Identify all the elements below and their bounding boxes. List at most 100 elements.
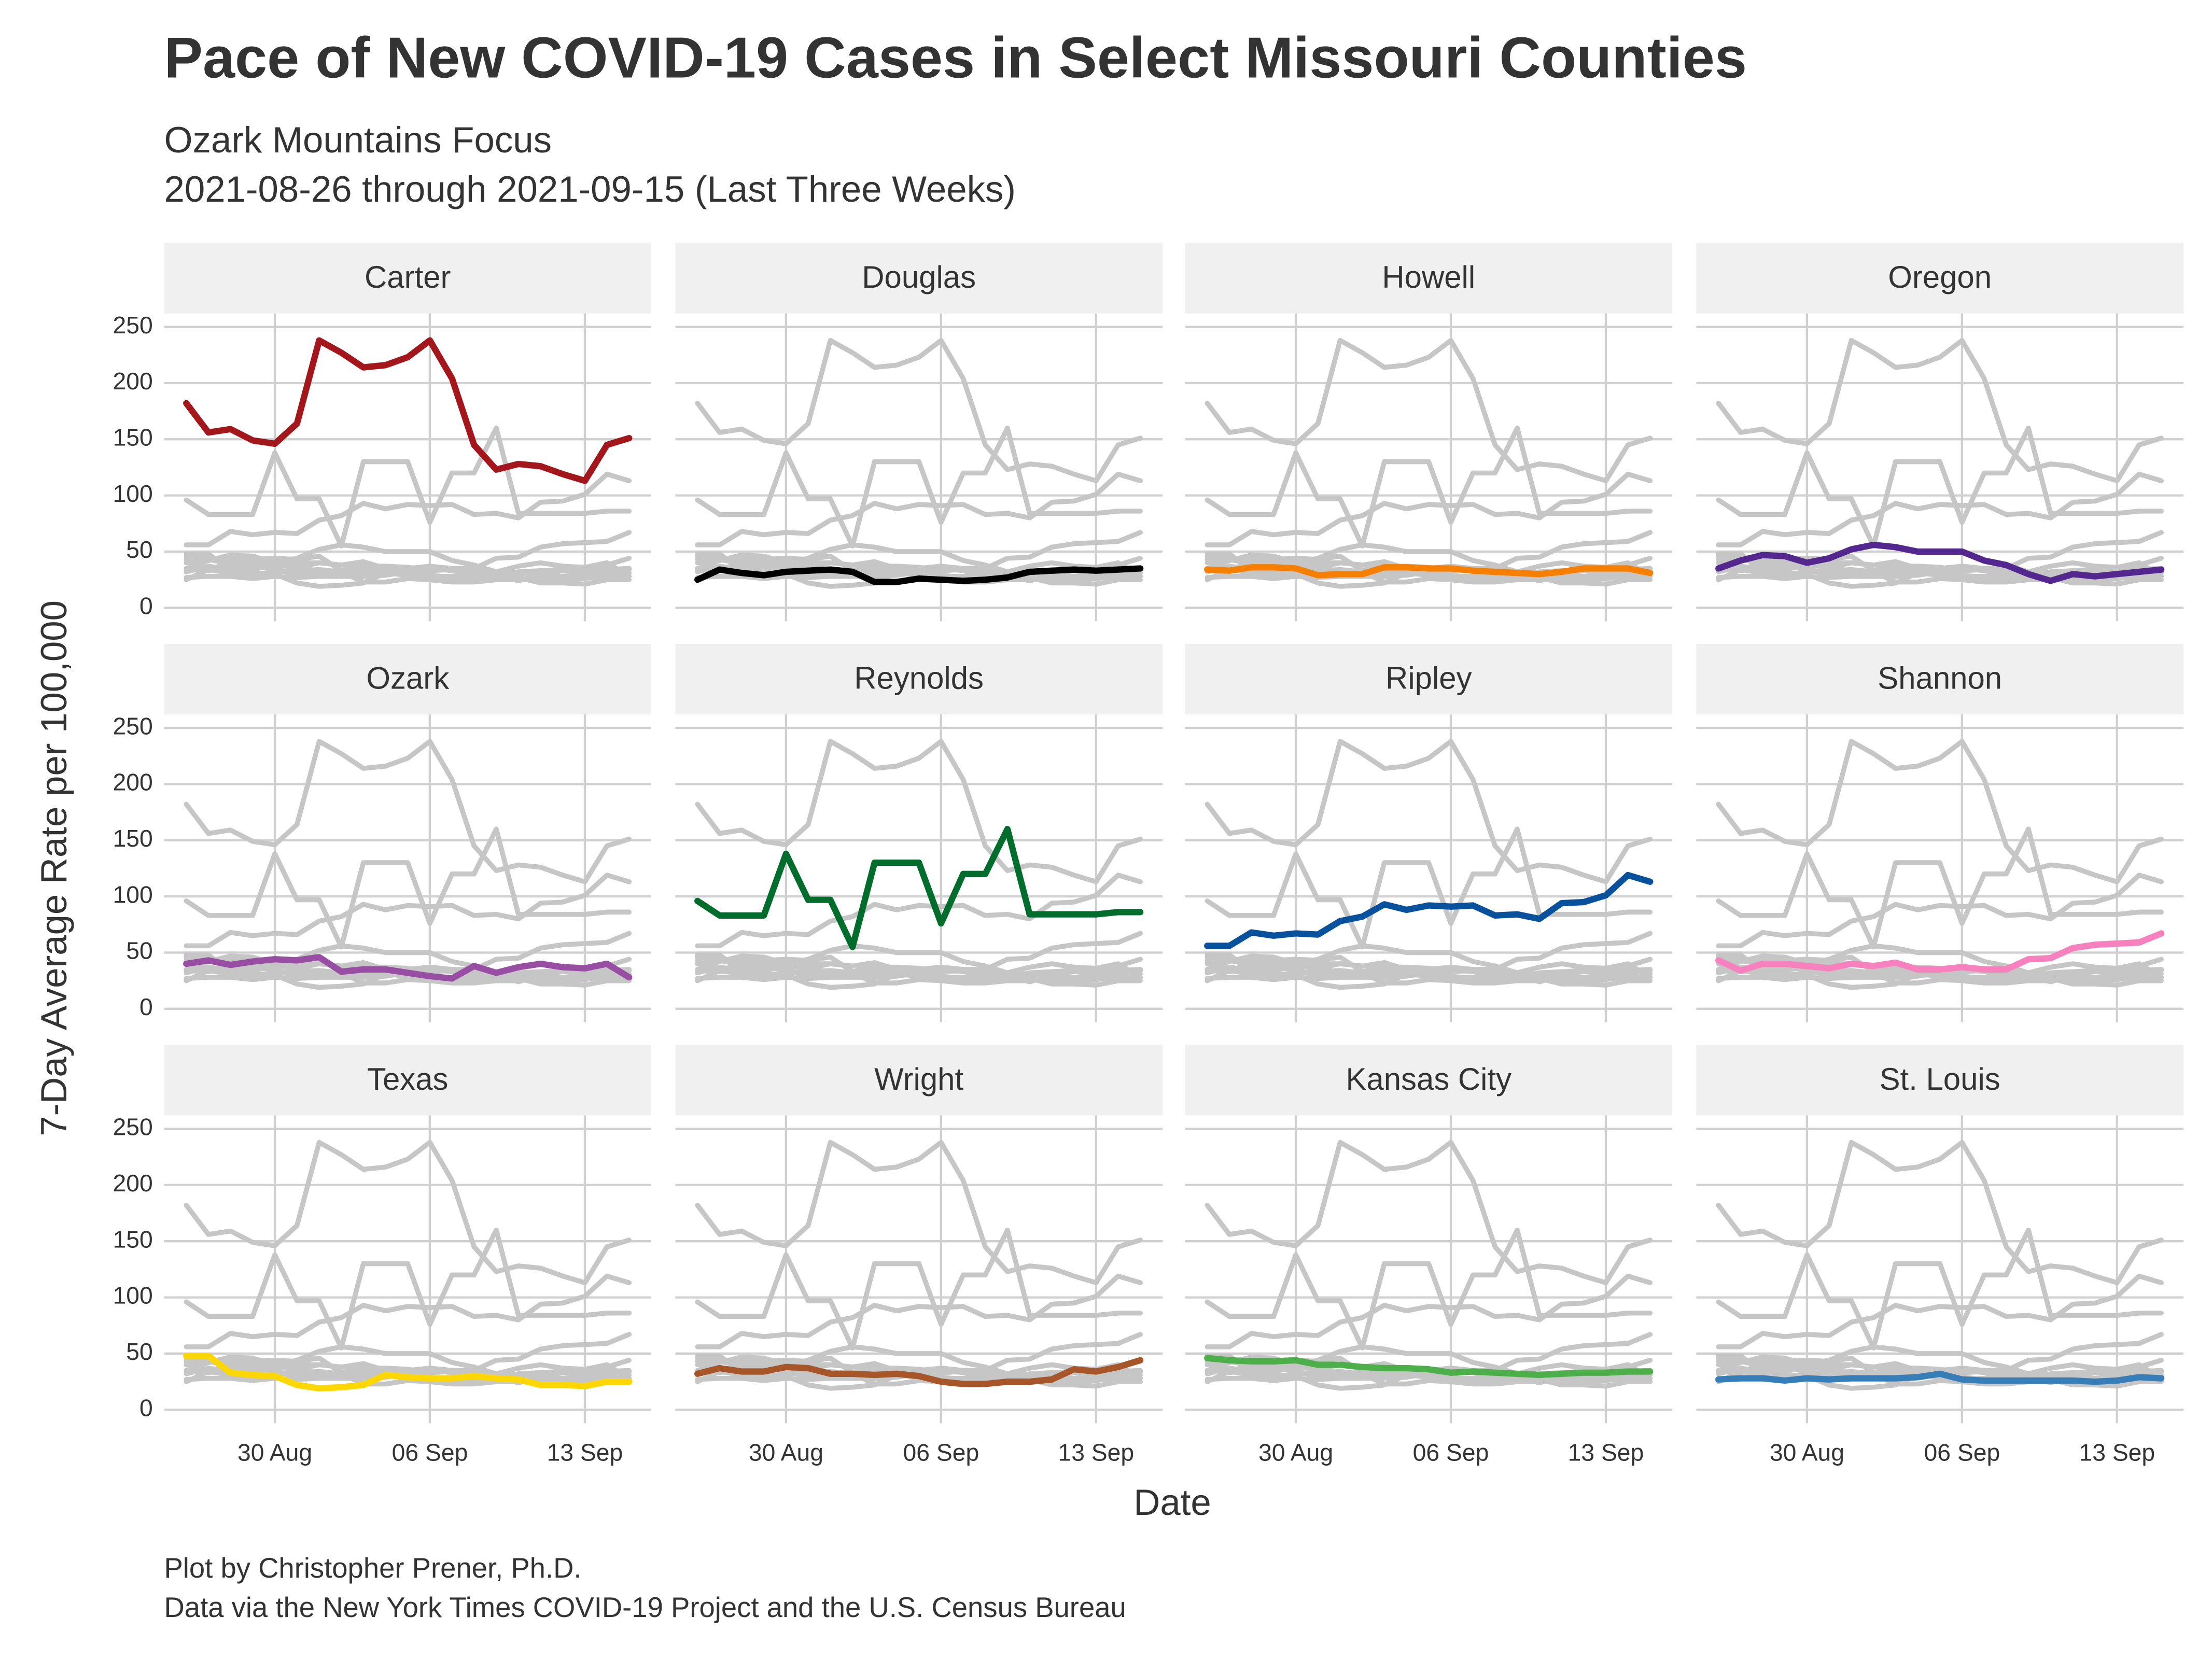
- strip: [1696, 243, 2183, 314]
- caption: Data via the New York Times COVID-19 Pro…: [164, 1592, 1126, 1623]
- context-line: [695, 338, 1143, 484]
- y-tick-label: 100: [113, 1282, 152, 1309]
- context-line: [695, 1227, 1143, 1351]
- context-line: [1205, 954, 1653, 977]
- strip: [1696, 643, 2183, 715]
- y-tick-label: 100: [113, 480, 152, 507]
- strip-label: Reynolds: [854, 661, 984, 696]
- y-tick-label: 50: [126, 1338, 152, 1365]
- context-line: [1205, 826, 1653, 950]
- strip: [675, 643, 1163, 715]
- strip-label: Texas: [367, 1062, 449, 1096]
- context-line: [1716, 826, 2164, 950]
- y-tick-label: 150: [113, 424, 152, 451]
- context-line: [184, 1371, 632, 1384]
- context-line: [1205, 970, 1653, 983]
- strip-label: St. Louis: [1880, 1062, 2000, 1096]
- series-line: [1715, 1370, 2165, 1385]
- x-tick-label: 30 Aug: [1770, 1439, 1844, 1466]
- context-line: [695, 471, 1143, 547]
- context-line: [1716, 1227, 2164, 1351]
- y-tick-label: 250: [113, 712, 152, 739]
- context-line: [695, 739, 1143, 884]
- series-line: [1204, 871, 1654, 949]
- series-line: [183, 954, 633, 982]
- y-tick-label: 200: [113, 1170, 152, 1197]
- context-line: [184, 553, 632, 575]
- x-tick-label: 30 Aug: [1258, 1439, 1333, 1466]
- context-line: [184, 739, 632, 884]
- series-line: [694, 1357, 1144, 1387]
- strip: [675, 243, 1163, 314]
- context-line: [184, 1227, 632, 1351]
- context-line: [184, 1355, 632, 1377]
- strip: [164, 1045, 652, 1116]
- x-tick-label: 06 Sep: [392, 1439, 468, 1466]
- y-tick-label: 0: [139, 993, 153, 1020]
- context-line: [1716, 1273, 2164, 1349]
- strip-label: Ripley: [1385, 661, 1472, 696]
- context-line: [1205, 1273, 1653, 1349]
- x-axis-title: Date: [1133, 1482, 1211, 1523]
- series-line: [183, 1353, 633, 1392]
- strip: [1185, 243, 1673, 314]
- y-tick-label: 50: [126, 937, 152, 964]
- context-line: [695, 569, 1143, 582]
- series-line: [1204, 1355, 1654, 1379]
- context-line: [1205, 425, 1653, 549]
- y-tick-label: 50: [126, 536, 152, 563]
- context-line: [1205, 1140, 1653, 1285]
- caption: Plot by Christopher Prener, Ph.D.: [164, 1552, 581, 1584]
- strip-label: Wright: [874, 1062, 963, 1096]
- y-tick-label: 150: [113, 825, 152, 852]
- strip-label: Douglas: [862, 260, 976, 294]
- y-tick-label: 150: [113, 1226, 152, 1253]
- context-line: [1716, 873, 2164, 949]
- strip-label: Shannon: [1878, 661, 2002, 696]
- context-line: [184, 1273, 632, 1349]
- context-line: [1716, 1140, 2164, 1285]
- context-line: [1205, 338, 1653, 484]
- context-line: [184, 826, 632, 950]
- x-tick-label: 13 Sep: [1568, 1439, 1644, 1466]
- chart-subtitle: Ozark Mountains Focus: [164, 120, 552, 161]
- series-line: [1715, 541, 2165, 584]
- x-tick-label: 30 Aug: [237, 1439, 312, 1466]
- y-tick-label: 200: [113, 769, 152, 796]
- series-line: [1715, 930, 2165, 974]
- x-tick-label: 06 Sep: [1924, 1439, 2000, 1466]
- context-line: [1205, 1227, 1653, 1351]
- strip: [1696, 1045, 2183, 1116]
- series-line: [183, 337, 633, 484]
- strip: [1185, 643, 1673, 715]
- context-line: [695, 1140, 1143, 1285]
- strip: [164, 643, 652, 715]
- strip-label: Carter: [365, 260, 451, 294]
- context-line: [184, 1140, 632, 1285]
- y-axis-title: 7-Day Average Rate per 100,000: [34, 600, 75, 1136]
- context-line: [695, 873, 1143, 949]
- context-line: [184, 425, 632, 549]
- context-line: [1716, 338, 2164, 484]
- context-line: [184, 873, 632, 949]
- context-line: [1716, 970, 2164, 983]
- x-tick-label: 13 Sep: [2079, 1439, 2155, 1466]
- series-line: [1204, 564, 1654, 579]
- x-tick-label: 13 Sep: [1058, 1439, 1134, 1466]
- context-line: [184, 471, 632, 547]
- context-line: [1716, 425, 2164, 549]
- context-line: [695, 425, 1143, 549]
- strip: [675, 1045, 1163, 1116]
- y-tick-label: 100: [113, 881, 152, 908]
- y-tick-label: 0: [139, 593, 153, 620]
- strip-label: Oregon: [1888, 260, 1992, 294]
- context-line: [1716, 739, 2164, 884]
- context-line: [184, 569, 632, 582]
- strip: [164, 243, 652, 314]
- y-tick-label: 0: [139, 1394, 153, 1421]
- context-line: [695, 970, 1143, 983]
- context-line: [1716, 471, 2164, 547]
- context-line: [695, 954, 1143, 977]
- context-line: [695, 1273, 1143, 1349]
